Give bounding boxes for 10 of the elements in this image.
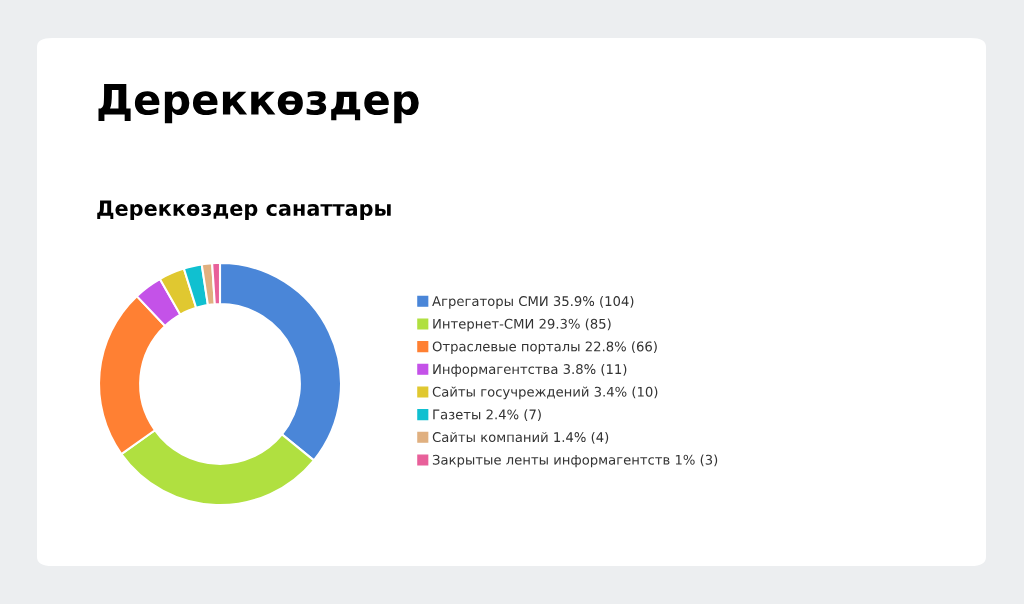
legend-label: Отраслевые порталы 22.8% (66) bbox=[432, 341, 657, 354]
legend-label: Агрегаторы СМИ 35.9% (104) bbox=[432, 295, 634, 309]
legend-label: Закрытые ленты информагентств 1% (3) bbox=[432, 454, 718, 468]
legend-label: Информагентства 3.8% (11) bbox=[433, 363, 627, 377]
legend-label: Интернет-СМИ 29.3% (85) bbox=[433, 318, 611, 332]
chart-subtitle: Дереккөздер санаттары bbox=[97, 200, 391, 221]
legend-label: Газеты 2.4% (7) bbox=[433, 409, 541, 421]
legend-label: Сайты госучреждений 3.4% (10) bbox=[432, 386, 658, 400]
legend-label: Сайты компаний 1.4% (4) bbox=[432, 431, 609, 444]
chart-title: Дереккөздер bbox=[98, 84, 419, 124]
